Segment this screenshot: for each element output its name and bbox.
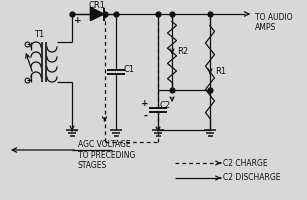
Text: C2 CHARGE: C2 CHARGE <box>223 158 268 168</box>
Text: AGC VOLTAGE: AGC VOLTAGE <box>78 140 130 149</box>
Text: -: - <box>143 111 147 121</box>
Text: C1: C1 <box>124 66 135 74</box>
Text: -: - <box>74 126 78 136</box>
Text: C2 DISCHARGE: C2 DISCHARGE <box>223 173 281 182</box>
Text: T1: T1 <box>34 30 44 39</box>
Text: TO PRECEDING
STAGES: TO PRECEDING STAGES <box>78 151 135 170</box>
Text: R2: R2 <box>177 47 188 56</box>
Text: C2: C2 <box>160 100 171 110</box>
Text: +: + <box>74 16 82 25</box>
Text: CR1: CR1 <box>88 1 106 10</box>
Text: R1: R1 <box>215 68 226 76</box>
Text: +: + <box>141 99 149 108</box>
Text: TO AUDIO
AMPS: TO AUDIO AMPS <box>255 13 293 32</box>
Polygon shape <box>91 7 103 21</box>
